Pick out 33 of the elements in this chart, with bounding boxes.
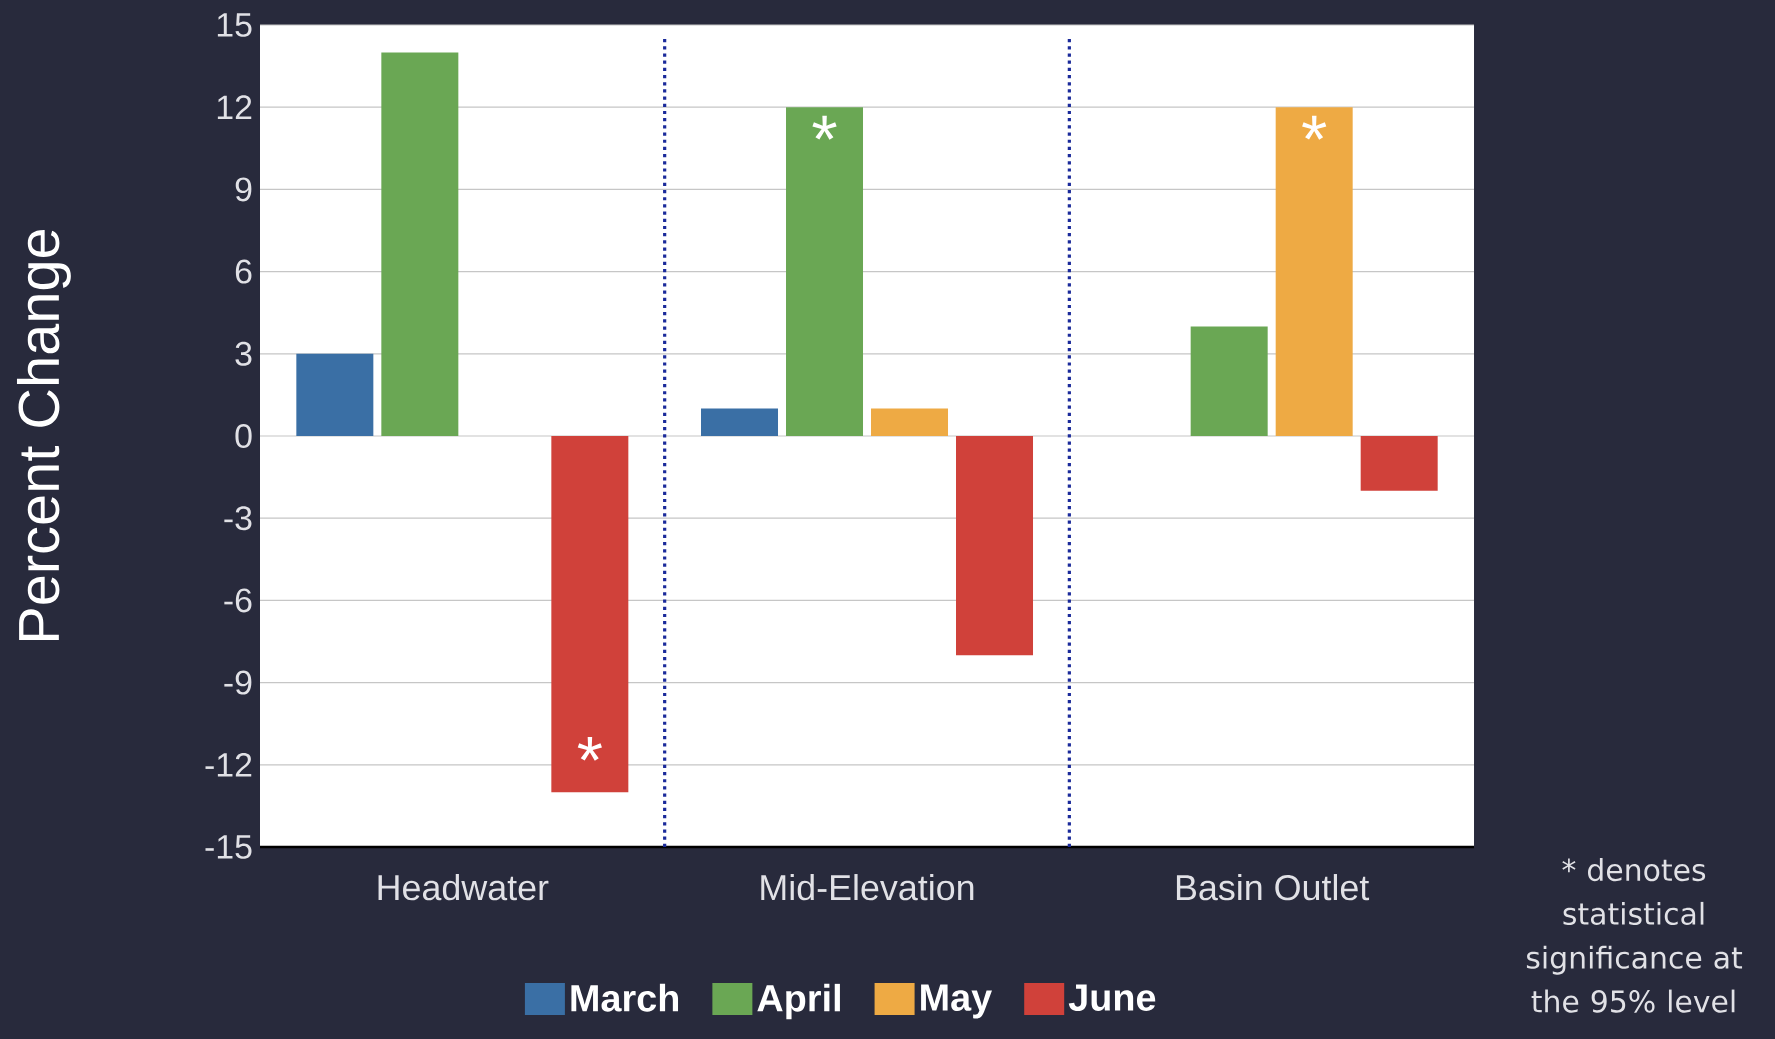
y-tick-label: 15 [217, 13, 252, 37]
x-tick-label: Headwater [378, 874, 549, 901]
y-tick-label: -15 [205, 835, 252, 859]
data-label: * [812, 115, 837, 140]
y-tick-label: 0 [235, 424, 252, 448]
bar [956, 435, 1034, 656]
y-tick-label: -12 [205, 752, 252, 777]
legend-label: April [757, 983, 840, 1020]
data-label: * [577, 736, 602, 761]
x-tick-label: Basin Outlet [1176, 874, 1370, 901]
bar [1190, 326, 1268, 436]
y-tick-label: 12 [217, 95, 252, 120]
text: * denotes statistical significance at the 95% level [1526, 858, 1743, 1013]
x-tick-label: Mid-Elevation [761, 874, 974, 901]
y-tick-label: -9 [224, 670, 252, 695]
y-tick-label: -6 [224, 588, 252, 613]
bar [786, 107, 864, 436]
y-tick-label: 3 [235, 341, 252, 366]
bar [551, 435, 629, 793]
bar [1360, 435, 1438, 491]
bar [296, 353, 374, 436]
y-tick-label: 6 [235, 259, 252, 284]
bar [871, 408, 949, 436]
y-tick-label: -3 [224, 506, 252, 531]
data-label: * [1302, 115, 1327, 140]
bar [381, 52, 459, 436]
bar [701, 408, 779, 436]
legend-label: March [571, 983, 679, 1012]
legend-label: May [921, 984, 992, 1019]
bar [1275, 107, 1353, 436]
y-axis-title: Percent Change [16, 229, 71, 641]
legend-label: June [1068, 984, 1156, 1011]
y-tick-label: 9 [235, 177, 252, 202]
